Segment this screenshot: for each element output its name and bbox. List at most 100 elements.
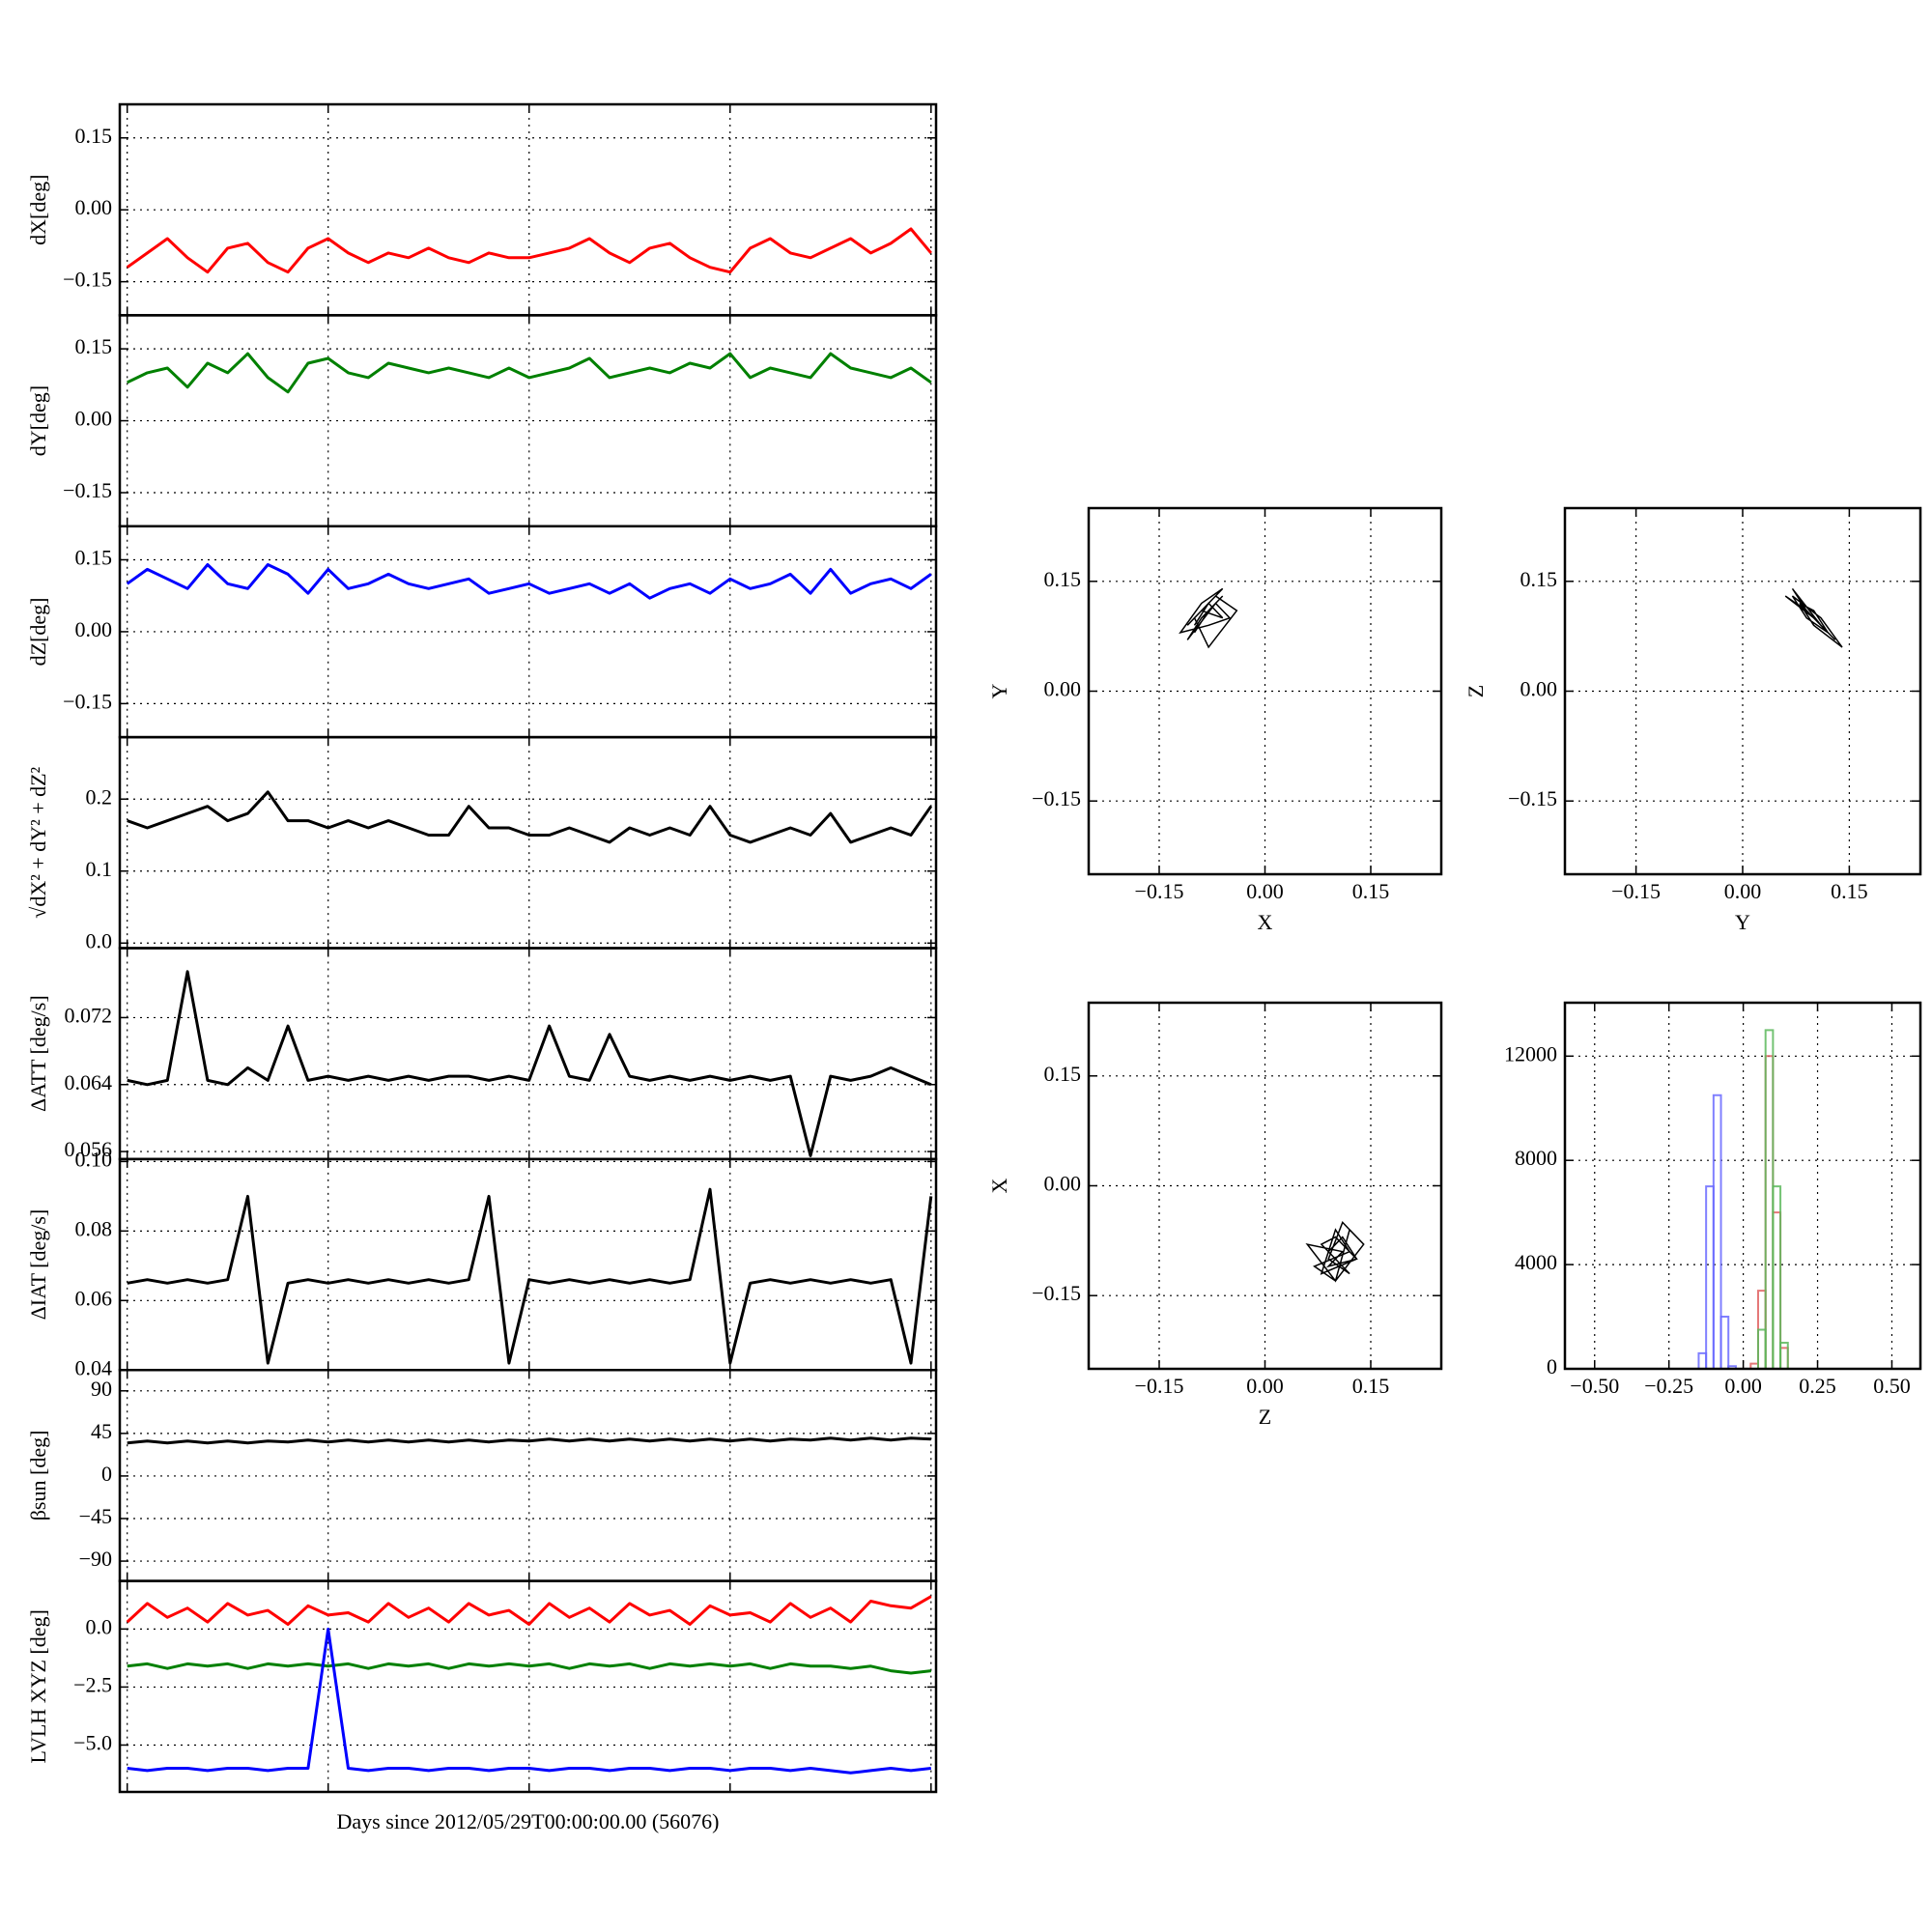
y-tick-label: 8000 xyxy=(1515,1146,1557,1170)
hist-bin xyxy=(1712,1094,1722,1369)
y-axis-label: βsun [deg] xyxy=(26,1431,50,1521)
data-line xyxy=(127,1436,931,1445)
y-tick-label: 0.06 xyxy=(75,1286,113,1310)
y-tick-label: −5.0 xyxy=(73,1731,112,1755)
panel: 0 4000 8000 12000 −0.50 −0.25 0.00 0.25 0.50 xyxy=(1504,1001,1922,1398)
y-tick-label: 0 xyxy=(1547,1354,1557,1378)
y-tick-label: 0.064 xyxy=(65,1070,113,1094)
trajectory xyxy=(1784,587,1843,648)
panel: −0.15 0.00 0.15 dY[deg] xyxy=(26,314,938,527)
hist-bin xyxy=(1727,1365,1737,1369)
y-tick-label: −2.5 xyxy=(73,1672,112,1696)
panel: −90 −45 0 45 90 βsun [deg] xyxy=(26,1369,938,1582)
y-tick-label: 0.04 xyxy=(75,1355,113,1379)
axes-frame xyxy=(118,1157,938,1372)
axes-frame xyxy=(118,735,938,950)
y-tick-label: 0.00 xyxy=(75,407,113,431)
y-axis-label: dY[deg] xyxy=(26,385,50,456)
hist-bin xyxy=(1764,1055,1775,1369)
axes-frame xyxy=(1563,1001,1922,1371)
y-tick-label: 0.10 xyxy=(75,1147,113,1171)
hist-bin xyxy=(1779,1342,1789,1369)
data-line xyxy=(127,1662,931,1675)
y-tick-label: −0.15 xyxy=(1032,1281,1081,1305)
y-tick-label: 90 xyxy=(91,1377,112,1401)
hist-bin xyxy=(1772,1211,1782,1369)
trajectory xyxy=(1305,1221,1365,1283)
data-line xyxy=(126,227,932,274)
y-axis-label: dX[deg] xyxy=(26,175,50,245)
y-tick-label: 0.072 xyxy=(65,1003,113,1027)
hist-bin xyxy=(1719,1316,1730,1369)
x-tick-label: 0.00 xyxy=(1724,1374,1762,1398)
x-tick-label: −0.25 xyxy=(1644,1374,1693,1398)
hist-bin xyxy=(1705,1185,1715,1369)
data-line xyxy=(127,790,933,844)
hist-bin xyxy=(1772,1185,1782,1369)
panel: −5.0 −2.5 0.0 LVLH XYZ [deg] Days since 2012… xyxy=(26,1579,938,1833)
axes-frame xyxy=(118,947,938,1161)
y-tick-label: 0.15 xyxy=(1520,567,1558,591)
y-tick-label: 0.15 xyxy=(75,546,113,570)
y-tick-label: 0.15 xyxy=(75,334,113,358)
y-tick-label: 45 xyxy=(91,1419,112,1443)
y-tick-label: 0 xyxy=(101,1462,112,1486)
data-line xyxy=(127,352,932,394)
x-tick-label: −0.15 xyxy=(1611,879,1661,903)
y-axis-label: ΔATT [deg/s] xyxy=(26,995,50,1112)
data-line xyxy=(127,970,932,1157)
y-axis-label: dZ[deg] xyxy=(26,598,50,667)
x-tick-label: 0.15 xyxy=(1831,879,1868,903)
y-tick-label: 0.00 xyxy=(1520,677,1558,701)
y-tick-label: −0.15 xyxy=(1032,786,1081,810)
y-tick-label: −45 xyxy=(79,1504,112,1528)
x-tick-label: −0.15 xyxy=(1135,1374,1184,1398)
y-tick-label: 0.056 xyxy=(65,1137,113,1161)
x-tick-label: 0.00 xyxy=(1724,879,1762,903)
y-tick-label: 0.0 xyxy=(86,1614,113,1638)
y-tick-label: 0.15 xyxy=(75,124,113,148)
panel: 0.0 0.1 0.2 √dX² + dY² + dZ² xyxy=(26,735,938,952)
y-tick-label: 0.1 xyxy=(86,857,113,881)
axes-frame xyxy=(1563,506,1922,876)
hist-bin xyxy=(1697,1351,1708,1369)
axes-frame xyxy=(1087,1001,1443,1371)
y-tick-label: 0.00 xyxy=(1044,677,1082,701)
y-tick-label: 4000 xyxy=(1515,1250,1557,1274)
y-axis-label: Z xyxy=(1463,685,1488,697)
x-tick-label: 0.50 xyxy=(1873,1374,1911,1398)
axes-frame xyxy=(1087,506,1443,876)
x-tick-label: 0.00 xyxy=(1246,1374,1284,1398)
y-axis-label: ΔIAT [deg/s] xyxy=(26,1209,50,1321)
panel: −0.15 0.00 0.15 −0.15 0.00 0.15 Y X xyxy=(987,506,1443,934)
x-tick-label: 0.15 xyxy=(1352,1374,1390,1398)
y-tick-label: 0.00 xyxy=(75,195,113,219)
panel: 0.04 0.06 0.08 0.10 ΔIAT [deg/s] xyxy=(26,1147,938,1379)
y-tick-label: 0.15 xyxy=(1044,567,1082,591)
y-tick-label: 0.08 xyxy=(75,1216,113,1240)
x-tick-label: −0.15 xyxy=(1135,879,1184,903)
data-line xyxy=(126,563,932,600)
x-axis-label: Z xyxy=(1259,1405,1271,1429)
x-tick-label: 0.00 xyxy=(1246,879,1284,903)
x-tick-label: −0.50 xyxy=(1570,1374,1619,1398)
y-axis-label: √dX² + dY² + dZ² xyxy=(26,766,50,918)
y-tick-label: −0.15 xyxy=(1508,786,1557,810)
hist-bin xyxy=(1764,1029,1775,1369)
y-tick-label: 0.2 xyxy=(86,784,113,809)
y-axis-label: Y xyxy=(987,683,1011,698)
y-tick-label: 12000 xyxy=(1504,1041,1557,1065)
data-line xyxy=(127,1187,933,1365)
data-line xyxy=(127,1627,931,1775)
trajectory xyxy=(1179,587,1238,649)
hist-bin xyxy=(1779,1347,1789,1369)
panel: −0.15 0.00 0.15 −0.15 0.00 0.15 X Z xyxy=(987,1001,1443,1429)
y-tick-label: 0.0 xyxy=(86,928,113,952)
y-axis-label: X xyxy=(987,1178,1011,1193)
y-axis-label: LVLH XYZ [deg] xyxy=(26,1609,50,1763)
panel: −0.15 0.00 0.15 −0.15 0.00 0.15 Z Y xyxy=(1463,506,1922,934)
hist-bin xyxy=(1757,1328,1767,1369)
data-line xyxy=(126,1595,932,1626)
x-axis-label: X xyxy=(1258,910,1273,934)
